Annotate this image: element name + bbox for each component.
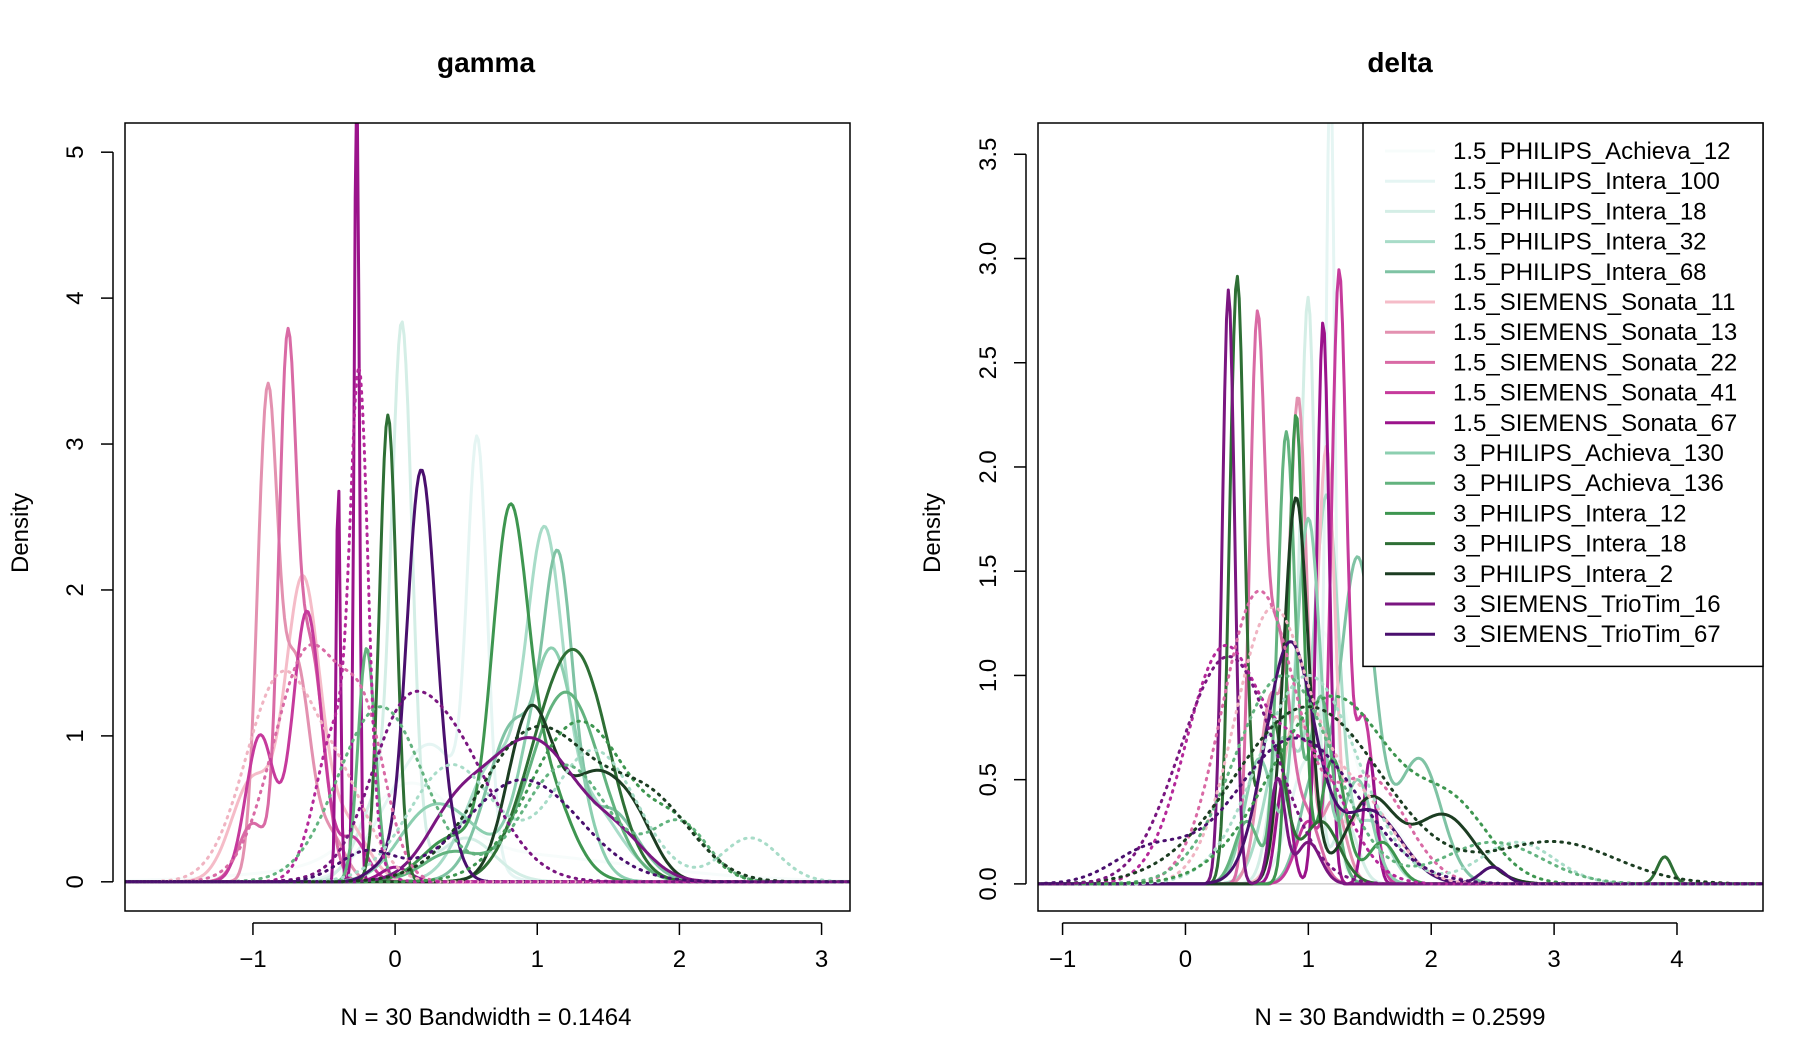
legend-label-16: 3_SIEMENS_TrioTim_67 [1453,621,1721,648]
gamma-y-tick-label-4: 4 [62,291,89,304]
delta-x-tick-label-2: 1 [1302,946,1315,973]
delta-y-tick-label-4: 2.0 [975,450,1002,483]
legend-label-7: 1.5_SIEMENS_Sonata_22 [1453,349,1737,376]
delta-density-curve-19 [1038,643,1763,886]
legend-label-1: 1.5_PHILIPS_Intera_100 [1453,168,1720,195]
delta-x-tick-label-3: 2 [1425,946,1438,973]
legend-label-10: 3_PHILIPS_Achieva_130 [1453,440,1724,467]
gamma-title: gamma [437,47,535,78]
gamma-x-tick-label-3: 2 [673,946,686,973]
delta-panel: delta N = 30 Bandwidth = 0.2599 Density … [919,47,1764,1031]
delta-y-tick-label-2: 1.0 [975,659,1002,692]
delta-x-axis-label: N = 30 Bandwidth = 0.2599 [1255,1004,1546,1031]
legend-label-4: 1.5_PHILIPS_Intera_68 [1453,259,1707,286]
delta-density-curve-23 [1038,705,1763,886]
delta-density-curve-16 [1038,640,1763,886]
legend-label-11: 3_PHILIPS_Achieva_136 [1453,470,1724,497]
gamma-y-tick-label-5: 5 [62,146,89,159]
gamma-density-curve-0 [125,781,850,883]
legend-label-15: 3_SIEMENS_TrioTim_16 [1453,591,1721,618]
gamma-panel: gamma N = 30 Bandwidth = 0.1464 Density … [7,47,851,1031]
gamma-curves [125,123,850,884]
delta-density-curve-24 [1038,654,1763,886]
legend-label-13: 3_PHILIPS_Intera_18 [1453,531,1687,558]
legend-label-2: 1.5_PHILIPS_Intera_18 [1453,198,1707,225]
gamma-density-curve-8 [125,609,850,884]
delta-curves [1038,123,1763,886]
delta-x-tick-label-4: 3 [1547,946,1560,973]
legend-label-12: 3_PHILIPS_Intera_12 [1453,500,1687,527]
gamma-y-tick-label-3: 3 [62,437,89,450]
gamma-x-axis-label: N = 30 Bandwidth = 0.1464 [341,1004,632,1031]
delta-y-tick-label-5: 2.5 [975,346,1002,379]
gamma-x-tick-label-4: 3 [815,946,828,973]
gamma-y-tick-label-1: 1 [62,729,89,742]
gamma-density-curve-16 [125,468,850,884]
delta-x-tick-label-5: 4 [1670,946,1683,973]
delta-density-curve-22 [1038,694,1763,886]
delta-legend-box [1362,122,1764,668]
gamma-y-tick-label-2: 2 [62,583,89,596]
legend-label-9: 1.5_SIEMENS_Sonata_67 [1453,410,1737,437]
gamma-density-curve-25 [125,778,850,884]
gamma-density-curve-9 [125,123,850,884]
legend-label-3: 1.5_PHILIPS_Intera_32 [1453,229,1707,256]
gamma-x-tick-label-2: 1 [531,946,544,973]
gamma-x-tick-label-1: 0 [388,946,401,973]
delta-y-tick-label-0: 0.0 [975,867,1002,900]
delta-legend: 1.5_PHILIPS_Achieva_12 1.5_PHILIPS_Intera… [1362,122,1764,668]
delta-y-tick-label-7: 3.5 [975,138,1002,171]
gamma-plot-frame [124,122,851,912]
delta-y-tick-label-6: 3.0 [975,242,1002,275]
gamma-density-curve-12 [125,502,850,884]
delta-y-tick-label-1: 0.5 [975,763,1002,796]
gamma-y-axis-label: Density [7,493,34,573]
legend-label-0: 1.5_PHILIPS_Achieva_12 [1453,138,1731,165]
legend-label-5: 1.5_SIEMENS_Sonata_11 [1453,289,1735,316]
gamma-x-tick-label-0: −1 [239,946,266,973]
delta-density-curve-25 [1038,736,1763,886]
legend-label-14: 3_PHILIPS_Intera_2 [1453,561,1673,588]
delta-title: delta [1367,47,1433,78]
delta-y-axis-label: Density [919,493,946,573]
gamma-y-tick-label-0: 0 [62,875,89,888]
delta-x-tick-label-0: −1 [1049,946,1076,973]
delta-x-tick-label-1: 0 [1179,946,1192,973]
delta-y-tick-label-3: 1.5 [975,555,1002,588]
legend-label-8: 1.5_SIEMENS_Sonata_41 [1453,380,1737,407]
legend-label-6: 1.5_SIEMENS_Sonata_13 [1453,319,1737,346]
